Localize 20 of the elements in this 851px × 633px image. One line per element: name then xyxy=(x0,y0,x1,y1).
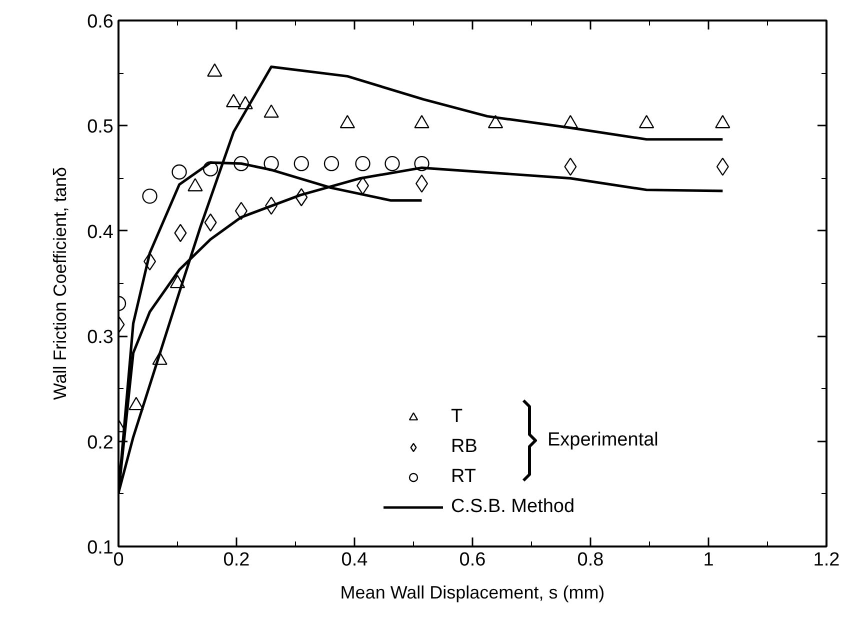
annotation: Experimental xyxy=(548,430,658,450)
legend-label: T xyxy=(451,406,464,428)
y-tick-label: 0.3 xyxy=(87,327,114,348)
x-tick-label: 0.4 xyxy=(341,550,368,570)
x-tick-label: 0.6 xyxy=(459,550,486,570)
y-tick-label: 0.5 xyxy=(87,116,114,138)
y-tick-label: 0.1 xyxy=(87,538,114,558)
y-tick-label: 0.2 xyxy=(87,432,114,454)
y-tick-label: 0.4 xyxy=(87,222,114,243)
y-tick-label: 0.6 xyxy=(87,12,114,32)
x-tick-label: 0.2 xyxy=(223,550,250,570)
y-axis-title: Wall Friction Coefficient, tanδ xyxy=(50,166,70,400)
legend-label: C.S.B. Method xyxy=(451,496,575,518)
x-tick-label: 1 xyxy=(703,550,714,570)
x-tick-label: 0.8 xyxy=(577,550,604,570)
x-axis-title: Mean Wall Displacement, s (mm) xyxy=(340,582,605,602)
legend-label: RT xyxy=(451,466,476,488)
x-tick-label: 0 xyxy=(113,550,124,570)
x-tick-label: 1.2 xyxy=(813,550,840,570)
legend-label: RB xyxy=(451,436,478,458)
